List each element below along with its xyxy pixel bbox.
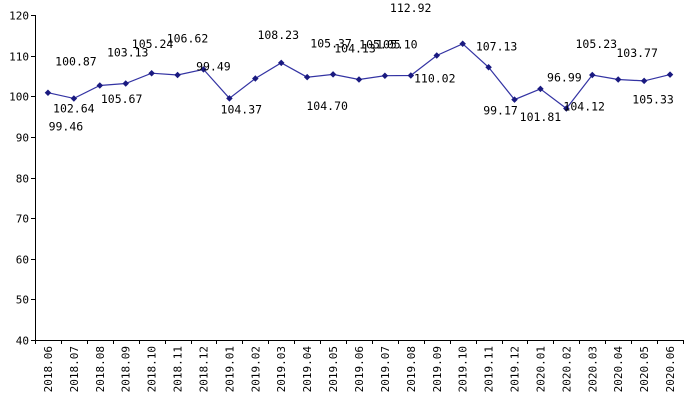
data-label: 101.81: [520, 110, 562, 124]
data-label: 99.17: [483, 104, 518, 118]
x-axis-ticks: 2018.06 2018.07 2018.08 2018.09 2018.10 2018.…: [35, 340, 684, 393]
x-tick-label: 2018.08: [94, 346, 107, 392]
data-point: [355, 76, 363, 83]
data-label: 99.46: [49, 119, 84, 133]
x-tick-label: 2019.04: [301, 346, 314, 393]
x-tick-label: 2019.10: [457, 346, 470, 392]
data-label: 102.64: [53, 102, 95, 116]
data-point: [226, 95, 233, 102]
y-axis-ticks: 40 50 60 70 80 90 100 110 120: [9, 10, 35, 348]
data-point: [303, 73, 311, 81]
x-tick-label: 2019.12: [509, 346, 522, 392]
data-label: 104.13: [334, 41, 376, 55]
data-label: 105.33: [632, 93, 674, 107]
data-label: 96.99: [547, 70, 582, 84]
data-point: [485, 64, 492, 71]
data-point: [200, 66, 207, 73]
x-tick-label: 2018.11: [172, 346, 185, 392]
data-point: [381, 72, 389, 79]
x-tick-label: 2020.06: [664, 346, 677, 392]
x-tick-label: 2018.09: [120, 346, 133, 392]
x-tick-label: 2019.06: [353, 346, 366, 392]
data-label: 112.92: [390, 1, 432, 15]
data-label: 107.13: [476, 39, 518, 53]
data-point: [666, 71, 674, 78]
x-tick-label: 2020.01: [534, 346, 547, 392]
x-tick-label: 2020.03: [586, 346, 599, 392]
data-point: [174, 71, 181, 79]
y-tick-label: 110: [9, 51, 29, 64]
data-label: 100.87: [55, 55, 97, 69]
data-label: 103.77: [616, 46, 658, 60]
data-label: 105.24: [132, 37, 174, 51]
y-axis: 40 50 60 70 80 90 100 110 120: [9, 10, 36, 348]
x-tick-label: 2019.02: [249, 346, 262, 392]
data-point: [122, 80, 129, 87]
data-label: 104.70: [306, 99, 348, 113]
data-point: [640, 77, 648, 85]
y-tick-label: 40: [16, 335, 29, 348]
data-point: [96, 82, 104, 89]
y-tick-label: 120: [9, 10, 29, 23]
x-tick-label: 2019.11: [483, 346, 496, 392]
x-tick-label: 2019.09: [431, 346, 444, 392]
y-tick-label: 90: [16, 132, 29, 145]
x-axis: 2018.06 2018.07 2018.08 2018.09 2018.10 2018.…: [35, 340, 684, 392]
x-tick-label: 2020.05: [638, 346, 651, 392]
data-label: 99.49: [196, 59, 231, 73]
x-tick-label: 2018.12: [197, 346, 210, 392]
x-tick-label: 2019.01: [223, 346, 236, 392]
y-tick-label: 50: [16, 294, 29, 307]
x-tick-label: 2019.07: [379, 346, 392, 392]
data-label: 104.12: [563, 100, 605, 114]
data-label: 103.13: [107, 46, 149, 60]
y-tick-label: 80: [16, 173, 29, 186]
data-point: [277, 59, 285, 67]
data-point: [537, 85, 544, 93]
data-labels: 100.87 99.46 102.64 103.13 105.67 105.24106.6…: [49, 1, 674, 134]
data-label: 108.23: [257, 28, 299, 42]
y-tick-label: 70: [16, 213, 29, 226]
data-label: 105.37: [310, 36, 352, 50]
data-point: [252, 75, 259, 82]
x-tick-label: 2019.03: [275, 346, 288, 392]
x-tick-label: 2018.10: [146, 346, 159, 392]
data-label: 106.62: [167, 31, 209, 45]
data-label: 104.37: [221, 102, 263, 116]
data-point: [70, 95, 78, 102]
x-tick-label: 2020.04: [612, 346, 625, 393]
x-tick-label: 2018.07: [68, 346, 81, 392]
data-label: 105.67: [101, 92, 143, 106]
x-tick-label: 2018.06: [42, 346, 55, 392]
data-point: [44, 89, 52, 96]
x-tick-label: 2019.05: [327, 346, 340, 392]
y-tick-label: 100: [9, 91, 29, 104]
data-point: [148, 69, 155, 77]
data-label: 105.10: [376, 38, 418, 52]
data-point: [614, 76, 622, 83]
x-tick-label: 2019.08: [405, 346, 418, 392]
y-tick-label: 60: [16, 254, 29, 267]
data-label: 105.23: [576, 37, 618, 51]
data-label: 110.02: [414, 72, 456, 86]
data-label: 105.05: [359, 38, 401, 52]
x-tick-label: 2020.02: [560, 346, 573, 392]
data-point: [329, 71, 337, 78]
